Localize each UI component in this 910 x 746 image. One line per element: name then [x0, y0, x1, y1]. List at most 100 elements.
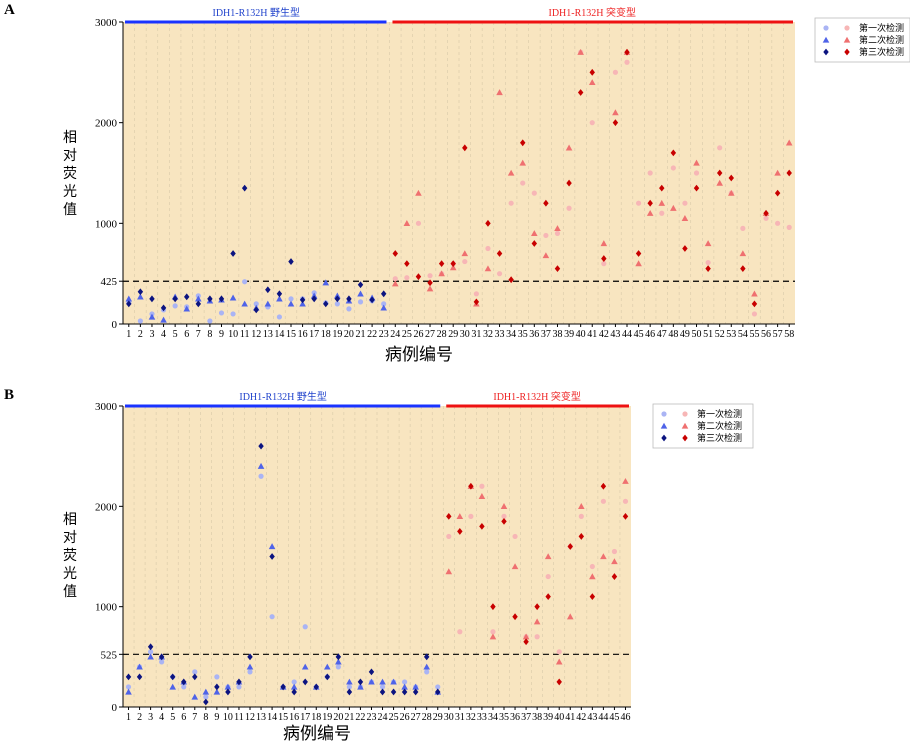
data-point	[213, 688, 221, 695]
data-point	[412, 688, 419, 696]
legend-label: 第三次检测	[697, 432, 742, 443]
data-point	[775, 220, 781, 226]
data-point	[280, 683, 286, 691]
data-point	[335, 658, 342, 665]
data-point	[276, 295, 283, 302]
data-point	[427, 273, 433, 279]
data-point	[705, 265, 711, 273]
x-tick-label: 21	[356, 329, 366, 340]
data-point	[158, 653, 165, 661]
data-point	[269, 553, 275, 560]
data-point	[380, 304, 387, 311]
data-point	[739, 250, 747, 257]
data-point	[600, 482, 607, 490]
data-point	[523, 638, 529, 646]
y-axis-label: 相对荧光值	[63, 130, 77, 218]
data-point	[520, 180, 526, 186]
x-tick-label: 6	[184, 329, 189, 340]
x-tick-label: 5	[173, 329, 178, 340]
data-point	[412, 683, 419, 690]
data-point	[438, 260, 445, 267]
data-point	[218, 295, 225, 303]
data-point	[565, 144, 573, 151]
data-point	[288, 296, 294, 302]
x-tick-label: 28	[437, 329, 447, 340]
x-tick-label: 49	[680, 329, 690, 340]
data-point	[392, 250, 398, 257]
data-point	[566, 179, 572, 187]
data-point	[543, 199, 549, 207]
data-point	[449, 264, 457, 271]
data-point	[149, 295, 155, 303]
data-point	[490, 603, 496, 611]
legend-label: 第二次检测	[859, 34, 904, 45]
x-tick-label: 37	[541, 329, 551, 340]
x-tick-label: 44	[622, 329, 632, 340]
x-tick-label: 3	[149, 329, 154, 340]
x-tick-label: 20	[333, 712, 343, 723]
x-tick-label: 17	[309, 329, 319, 340]
data-point	[512, 613, 518, 621]
data-point	[611, 548, 618, 555]
data-point	[191, 693, 199, 700]
data-point	[203, 694, 209, 700]
data-point	[646, 209, 654, 216]
data-point	[311, 295, 317, 303]
data-point	[635, 250, 642, 257]
x-tick-label: 9	[219, 329, 224, 340]
y-tick-label: 1000	[95, 218, 118, 230]
x-tick-label: 34	[506, 329, 516, 340]
data-point	[501, 513, 507, 519]
x-tick-label: 32	[483, 329, 493, 340]
data-point	[612, 119, 619, 127]
data-point	[357, 678, 364, 686]
data-point	[681, 215, 689, 221]
data-point	[172, 295, 178, 303]
data-point	[287, 300, 295, 307]
x-tick-label: 54	[738, 329, 748, 340]
x-tick-label: 33	[495, 329, 505, 340]
data-point	[169, 673, 176, 681]
legend-marker-mutant	[682, 434, 688, 442]
data-point	[624, 59, 630, 65]
data-point	[202, 688, 210, 695]
legend-marker-mutant	[682, 411, 688, 417]
data-point	[531, 190, 537, 196]
data-point	[751, 290, 758, 297]
data-point	[670, 149, 677, 157]
panel-letter: A	[4, 2, 15, 18]
x-tick-label: 38	[532, 712, 542, 723]
data-point	[601, 261, 607, 267]
data-point	[334, 295, 341, 303]
data-point	[147, 643, 154, 651]
y-axis-label: 相对荧光值	[63, 512, 77, 600]
data-point	[446, 512, 452, 520]
data-point	[368, 668, 375, 676]
data-point	[324, 663, 331, 670]
data-point	[479, 483, 485, 489]
x-tick-label: 55	[749, 329, 759, 340]
x-tick-label: 16	[298, 329, 308, 340]
data-point	[247, 669, 253, 675]
x-tick-label: 10	[228, 329, 238, 340]
data-point	[774, 169, 781, 176]
data-point	[192, 669, 198, 675]
legend-marker-wild	[660, 422, 668, 429]
data-point	[302, 678, 308, 686]
x-tick-label: 40	[554, 712, 564, 723]
data-point	[693, 170, 700, 176]
data-point	[346, 295, 352, 303]
data-point	[241, 300, 248, 307]
x-tick-label: 47	[657, 329, 667, 340]
x-tick-label: 27	[425, 329, 435, 340]
legend-box	[814, 17, 910, 63]
data-point	[496, 271, 503, 277]
data-point	[468, 482, 474, 490]
data-point	[276, 314, 283, 320]
x-tick-label: 18	[311, 712, 321, 723]
x-tick-label: 15	[278, 712, 288, 723]
y-tick-label: 3000	[95, 17, 118, 29]
legend-marker-mutant	[844, 48, 850, 56]
data-point	[462, 258, 468, 265]
data-point	[415, 189, 422, 196]
